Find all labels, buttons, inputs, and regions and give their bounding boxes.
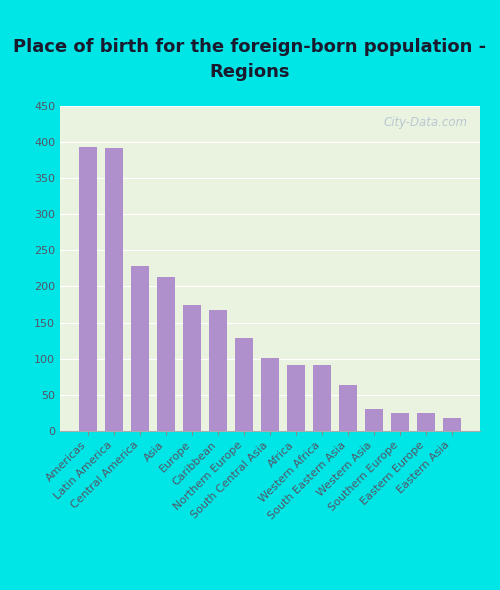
Bar [79, 148, 98, 431]
Bar [442, 418, 461, 431]
Bar [339, 385, 357, 431]
Text: Place of birth for the foreign-born population -
Regions: Place of birth for the foreign-born popu… [14, 38, 486, 81]
Bar [131, 266, 149, 431]
Text: City-Data.com: City-Data.com [384, 116, 468, 129]
Bar [313, 365, 331, 431]
Bar [157, 277, 175, 431]
Bar [209, 310, 227, 431]
Bar [105, 148, 123, 431]
Bar [261, 358, 279, 431]
Bar [287, 365, 305, 431]
Bar [183, 304, 201, 431]
Bar [417, 412, 435, 431]
Bar [391, 412, 409, 431]
Bar [365, 409, 383, 431]
Bar [235, 337, 253, 431]
